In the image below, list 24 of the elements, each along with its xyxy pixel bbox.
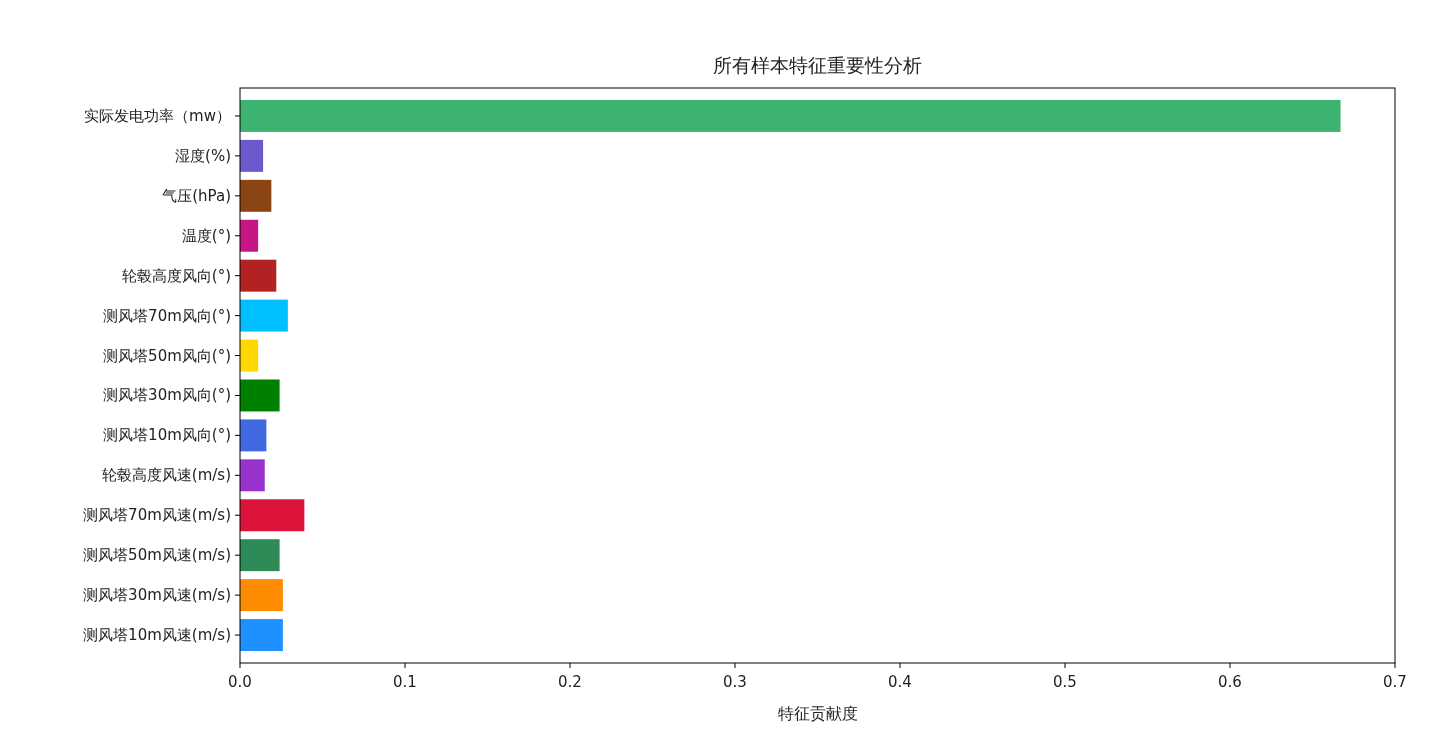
x-tick-label: 0.0 <box>228 673 252 691</box>
y-tick-label: 测风塔10m风向(°) <box>103 426 231 445</box>
x-tick-label: 0.5 <box>1053 673 1077 691</box>
y-tick-label: 测风塔30m风速(m/s) <box>83 586 231 605</box>
x-tick-label: 0.1 <box>393 673 417 691</box>
y-tick-label: 轮毂高度风向(°) <box>121 266 231 285</box>
y-tick-label: 气压(hPa) <box>162 186 231 205</box>
x-tick-label: 0.6 <box>1218 673 1242 691</box>
y-tick-label: 湿度(%) <box>175 146 231 165</box>
y-tick-label: 实际发电功率（mw） <box>84 106 231 125</box>
y-tick-label: 测风塔70m风向(°) <box>103 306 231 325</box>
x-axis-title: 特征贡献度 <box>777 704 858 723</box>
y-tick-label: 测风塔70m风速(m/s) <box>83 506 231 525</box>
y-tick-label: 轮毂高度风速(m/s) <box>101 466 231 485</box>
x-tick-label: 0.2 <box>558 673 582 691</box>
chart-title: 所有样本特征重要性分析 <box>713 54 922 76</box>
y-tick-label: 测风塔10m风速(m/s) <box>83 626 231 645</box>
y-tick-label: 测风塔50m风向(°) <box>103 346 231 365</box>
x-tick-label: 0.4 <box>888 673 912 691</box>
y-tick-label: 测风塔50m风速(m/s) <box>83 546 231 565</box>
x-tick-label: 0.7 <box>1383 673 1407 691</box>
x-tick-label: 0.3 <box>723 673 747 691</box>
y-tick-label: 温度(°) <box>181 226 231 245</box>
y-tick-label: 测风塔30m风向(°) <box>103 386 231 405</box>
